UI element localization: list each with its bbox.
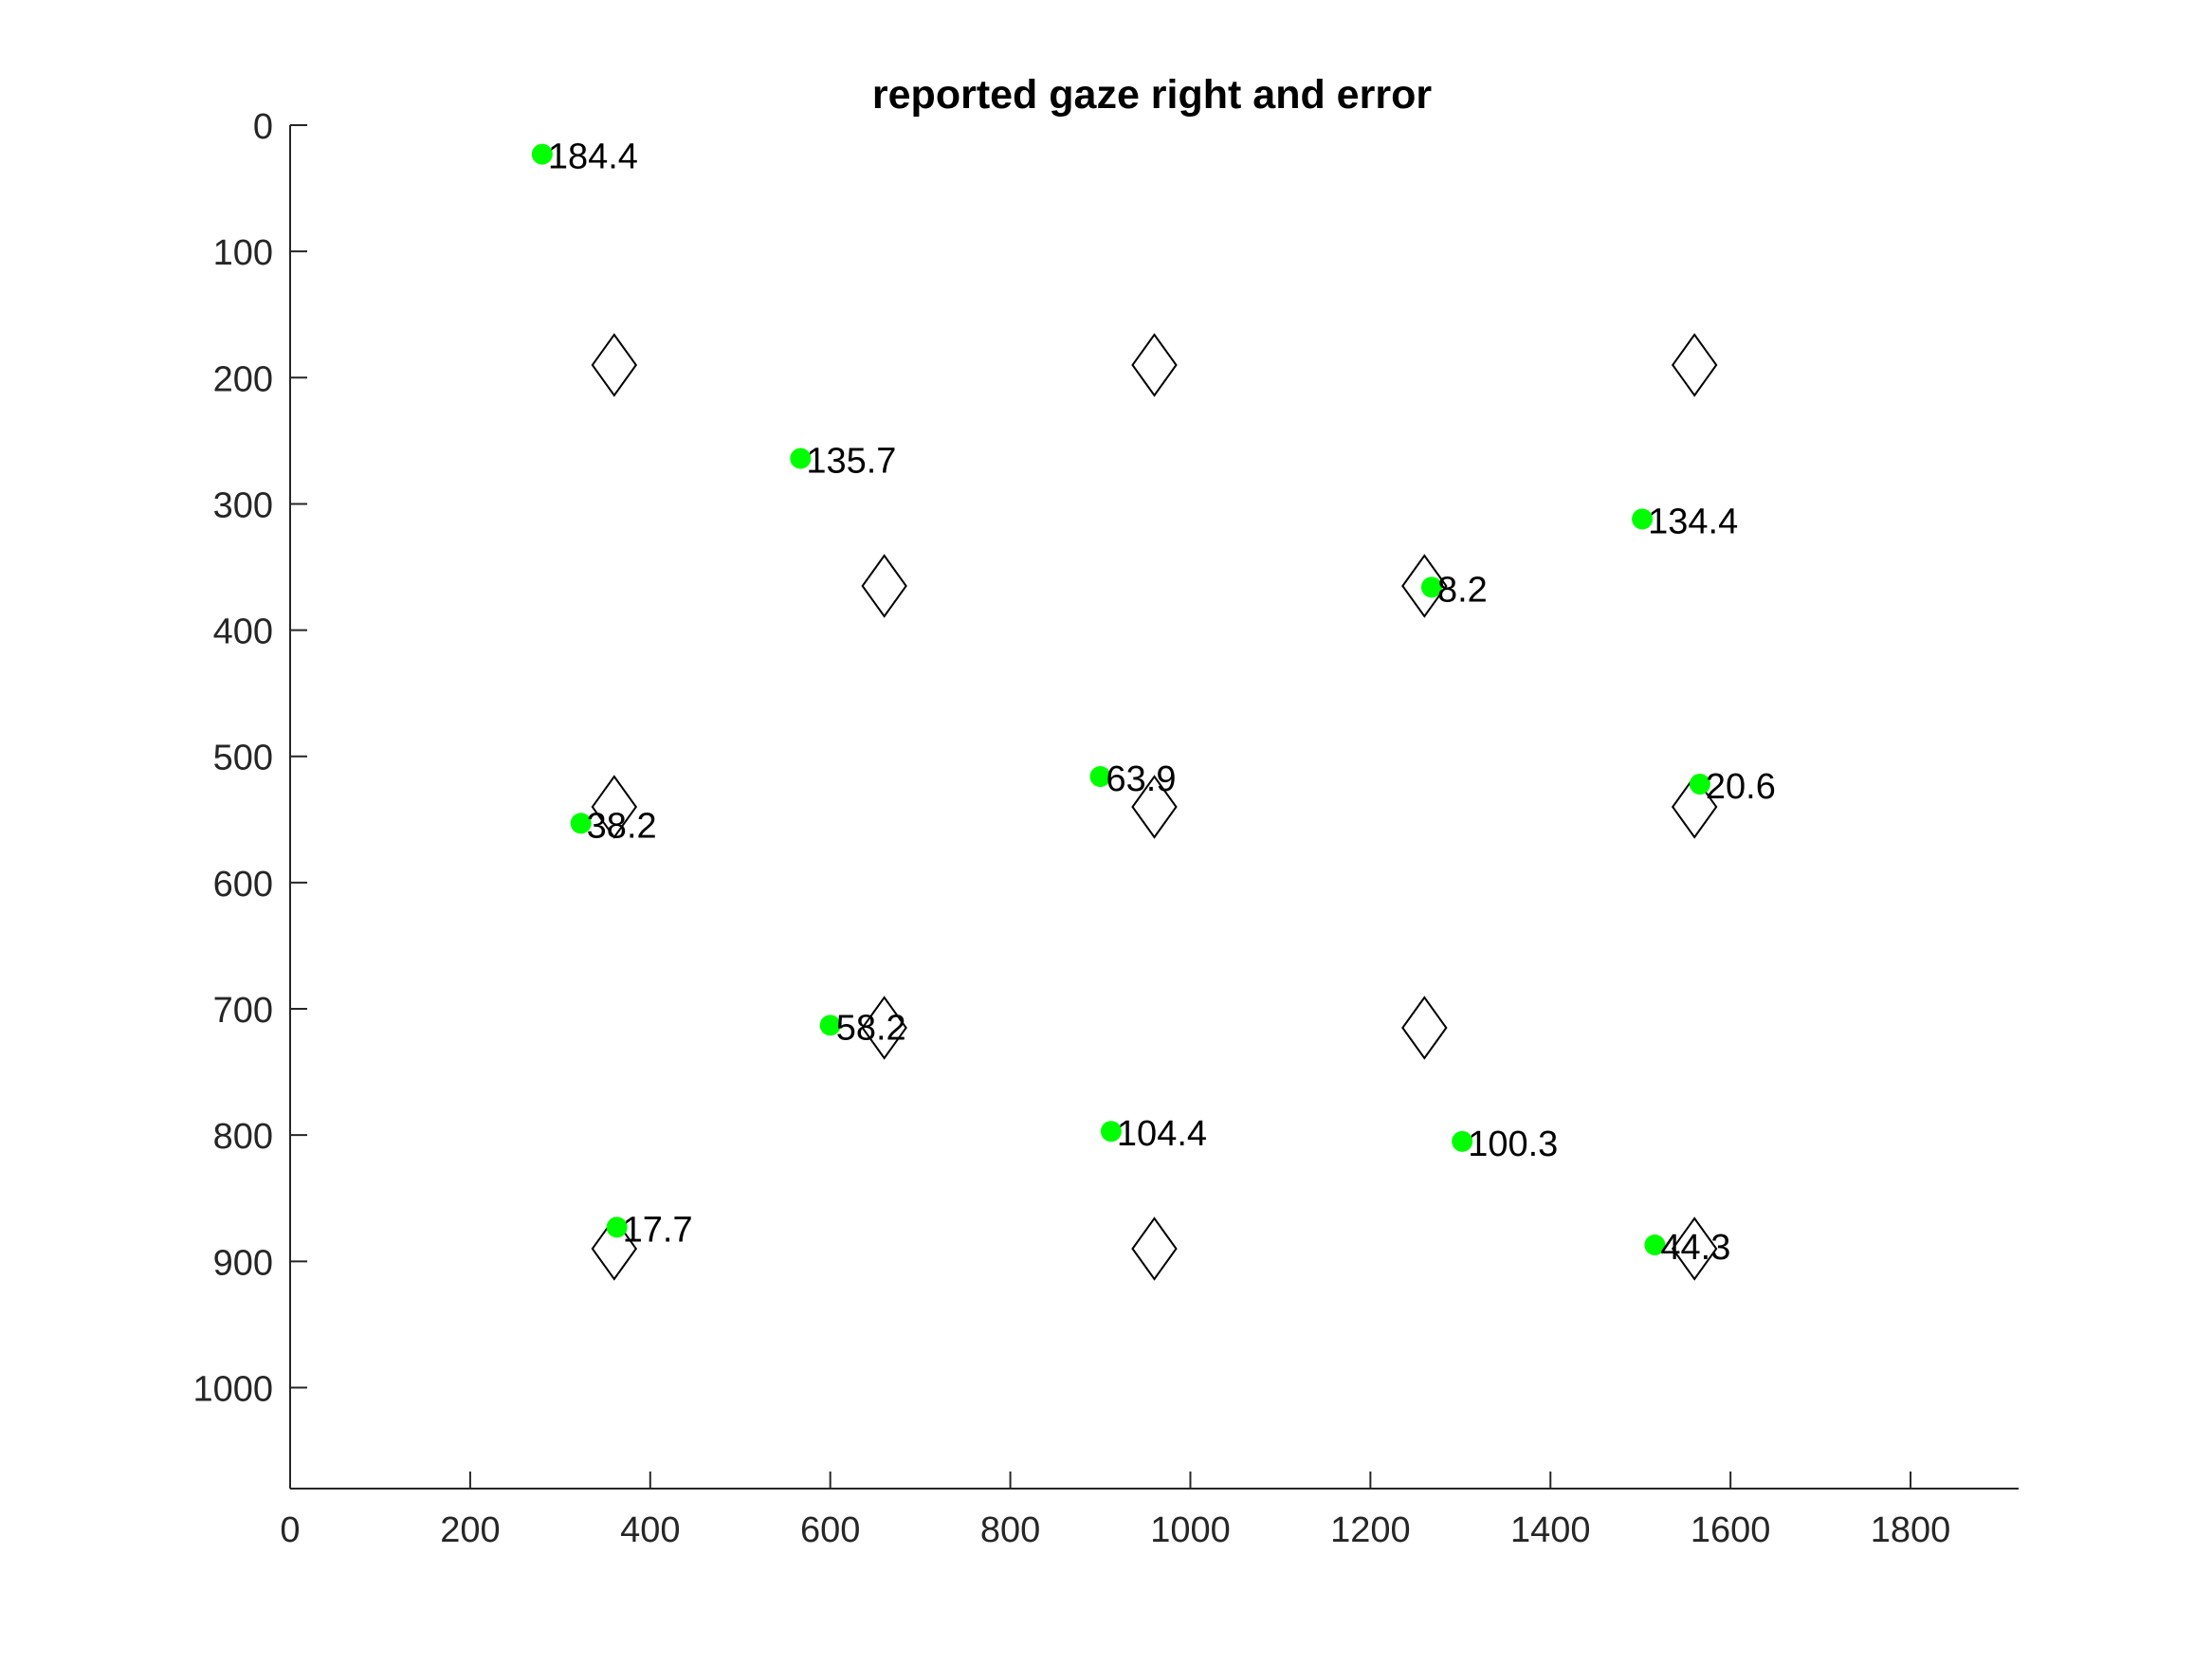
gaze-point: [531, 143, 553, 165]
error-label: 8.2: [1437, 570, 1488, 610]
error-label: 58.2: [836, 1008, 906, 1048]
x-tick-label: 400: [620, 1510, 680, 1550]
error-label: 104.4: [1117, 1114, 1207, 1154]
x-tick-label: 600: [800, 1510, 860, 1550]
gaze-point: [790, 448, 812, 469]
target-diamond-marker: [861, 996, 907, 1060]
gaze-point: [1452, 1130, 1473, 1152]
target-diamond-marker: [1131, 1216, 1178, 1281]
gaze-point: [570, 813, 592, 834]
x-tick-label: 200: [440, 1510, 500, 1550]
x-tick-label: 1200: [1330, 1510, 1411, 1550]
y-tick-label: 900: [213, 1243, 273, 1283]
target-diamond-marker: [591, 1216, 638, 1281]
gaze-point: [1420, 576, 1442, 598]
y-tick-label: 500: [213, 739, 273, 778]
error-label: 20.6: [1706, 767, 1776, 807]
y-tick-label: 300: [213, 485, 273, 525]
y-tick-label: 400: [213, 613, 273, 652]
error-label: 100.3: [1468, 1125, 1558, 1164]
target-diamond-marker: [591, 333, 638, 397]
y-tick-label: 200: [213, 359, 273, 399]
target-diamond-marker: [1401, 554, 1448, 618]
gaze-point: [606, 1216, 628, 1238]
x-tick-label: 800: [980, 1510, 1040, 1550]
error-label: 135.7: [806, 442, 896, 482]
gaze-point: [1632, 508, 1654, 530]
target-diamond-marker: [1671, 1216, 1718, 1281]
y-tick-label: 600: [213, 865, 273, 905]
x-tick-label: 1600: [1691, 1510, 1771, 1550]
error-label: 38.2: [587, 806, 657, 846]
error-label: 184.4: [548, 137, 638, 177]
y-tick-label: 700: [213, 991, 273, 1031]
gaze-point: [1689, 774, 1710, 795]
gaze-point: [1089, 766, 1111, 788]
x-tick-label: 1400: [1510, 1510, 1591, 1550]
target-diamond-marker: [1131, 333, 1178, 397]
gaze-point: [819, 1015, 841, 1036]
error-label: 63.9: [1106, 759, 1177, 799]
x-tick-label: 0: [280, 1510, 300, 1550]
y-tick-label: 100: [213, 233, 273, 273]
target-diamond-marker: [1401, 996, 1448, 1060]
target-diamond-marker: [1671, 775, 1718, 839]
x-tick-label: 1800: [1871, 1510, 1951, 1550]
y-tick-label: 800: [213, 1117, 273, 1157]
y-tick-label: 1000: [192, 1369, 273, 1409]
error-label: 44.3: [1660, 1228, 1730, 1268]
target-diamond-marker: [861, 554, 907, 618]
target-diamond-marker: [1131, 775, 1178, 839]
x-tick-label: 1000: [1150, 1510, 1231, 1550]
chart-title: reported gaze right and error: [871, 72, 1433, 118]
gaze-point: [1644, 1234, 1666, 1256]
target-diamond-marker: [1671, 333, 1718, 397]
y-tick-label: 0: [253, 107, 273, 147]
error-label: 17.7: [623, 1210, 693, 1250]
target-diamond-marker: [591, 775, 638, 839]
error-label: 134.4: [1648, 502, 1738, 541]
gaze-point: [1100, 1121, 1122, 1143]
